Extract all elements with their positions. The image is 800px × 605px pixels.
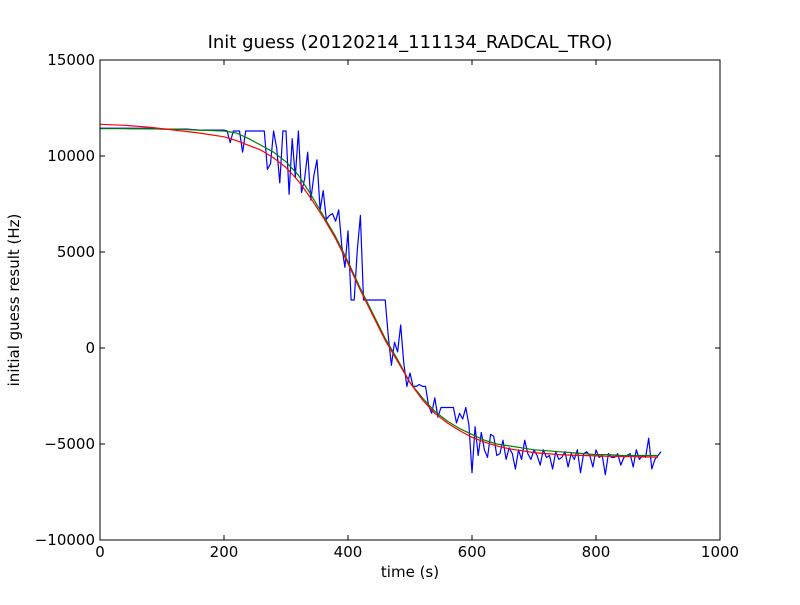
- chart-title: Init guess (20120214_111134_RADCAL_TRO): [208, 32, 613, 53]
- y-axis: −10000 −5000 0 5000 10000 15000: [35, 51, 720, 549]
- x-tick-label: 800: [582, 543, 611, 561]
- x-tick-label: 200: [210, 543, 239, 561]
- x-axis: 0 200 400 600 800 1000: [95, 60, 739, 561]
- y-tick-label: −10000: [35, 531, 95, 549]
- plot-frame: [99, 59, 721, 541]
- y-tick-label: 10000: [47, 147, 95, 165]
- y-tick-label: 0: [85, 339, 95, 357]
- series-line-1: [100, 127, 662, 476]
- x-tick-label: 600: [458, 543, 487, 561]
- series-line-3: [99, 123, 659, 458]
- x-axis-label: time (s): [381, 563, 439, 581]
- series-layer: [99, 123, 662, 476]
- y-tick-label: 5000: [57, 243, 95, 261]
- y-axis-label: initial guess result (Hz): [5, 214, 23, 387]
- y-tick-label: 15000: [47, 51, 95, 69]
- x-tick-label: 0: [95, 543, 105, 561]
- x-tick-label: 1000: [701, 543, 739, 561]
- series-line-2: [100, 128, 658, 457]
- y-tick-label: −5000: [44, 435, 95, 453]
- x-tick-label: 400: [334, 543, 363, 561]
